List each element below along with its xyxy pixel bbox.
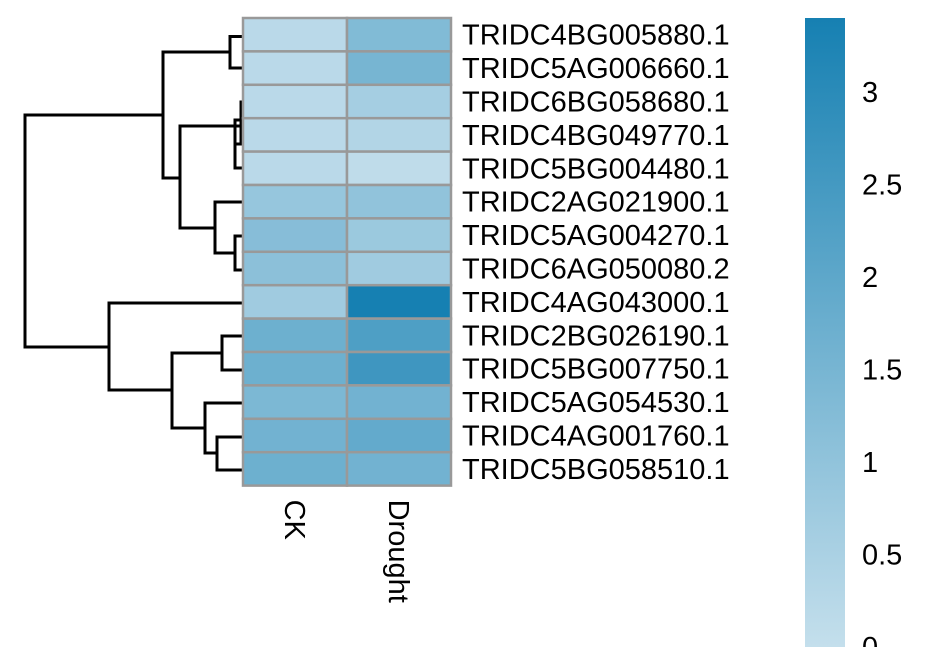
row-label: TRIDC5BG058510.1 xyxy=(462,454,730,486)
heatmap-cell xyxy=(241,250,349,287)
colorbar-tick-label: 3 xyxy=(862,77,878,109)
heatmap-cell xyxy=(241,83,349,120)
heatmap-cell xyxy=(241,217,349,254)
heatmap-cell xyxy=(241,116,349,153)
row-label: TRIDC5AG006660.1 xyxy=(462,53,730,85)
heatmap-cell xyxy=(345,16,453,53)
row-labels: TRIDC4BG005880.1TRIDC5AG006660.1TRIDC6BG… xyxy=(462,20,730,486)
row-label: TRIDC4BG005880.1 xyxy=(462,20,730,52)
heatmap-cell xyxy=(345,384,453,421)
row-label: TRIDC6BG058680.1 xyxy=(462,87,730,119)
heatmap-cell xyxy=(345,150,453,187)
colorbar-tick-label: 2 xyxy=(862,262,878,294)
row-label: TRIDC6AG050080.2 xyxy=(462,254,730,286)
heatmap-cell xyxy=(345,283,453,320)
column-label: CK xyxy=(278,500,310,541)
heatmap-cell xyxy=(345,450,453,487)
color-legend: 0 0.5 1 1.5 2 2.5 3 xyxy=(805,18,902,647)
heatmap-cell xyxy=(345,116,453,153)
row-label: TRIDC5BG004480.1 xyxy=(462,153,730,185)
heatmap-cell xyxy=(241,350,349,387)
heatmap-cell xyxy=(345,350,453,387)
heatmap-cell xyxy=(345,83,453,120)
colorbar-tick-label: 0 xyxy=(862,632,878,647)
heatmap-cell xyxy=(345,50,453,87)
heatmap-cell xyxy=(345,417,453,454)
colorbar-tick-label: 1 xyxy=(862,447,878,479)
heatmap-cell xyxy=(241,16,349,53)
row-label: TRIDC2AG021900.1 xyxy=(462,187,730,219)
row-label: TRIDC4BG049770.1 xyxy=(462,120,730,152)
row-label: TRIDC5AG054530.1 xyxy=(462,387,730,419)
colorbar-tick-label: 1.5 xyxy=(862,355,902,387)
column-label: Drought xyxy=(382,500,414,603)
heatmap-cell xyxy=(241,450,349,487)
colorbar-tick-label: 2.5 xyxy=(862,170,902,202)
row-label: TRIDC2BG026190.1 xyxy=(462,320,730,352)
heatmap-cell xyxy=(241,183,349,220)
row-label: TRIDC5BG007750.1 xyxy=(462,354,730,386)
heatmap-cells xyxy=(241,16,453,487)
colorbar xyxy=(805,18,845,647)
heatmap-cell xyxy=(241,384,349,421)
heatmap-cell xyxy=(345,250,453,287)
column-labels: CK Drought xyxy=(278,500,414,603)
colorbar-tick-label: 0.5 xyxy=(862,540,902,572)
row-dendrogram xyxy=(23,35,245,472)
heatmap-cell xyxy=(241,417,349,454)
heatmap-cell xyxy=(345,217,453,254)
row-label: TRIDC5AG004270.1 xyxy=(462,220,730,252)
heatmap-cell xyxy=(345,183,453,220)
heatmap-cell xyxy=(345,317,453,354)
row-label: TRIDC4AG043000.1 xyxy=(462,287,730,319)
heatmap-cell xyxy=(241,150,349,187)
heatmap-cell xyxy=(241,50,349,87)
heatmap-cell xyxy=(241,317,349,354)
row-label: TRIDC4AG001760.1 xyxy=(462,421,730,453)
heatmap-cell xyxy=(241,283,349,320)
